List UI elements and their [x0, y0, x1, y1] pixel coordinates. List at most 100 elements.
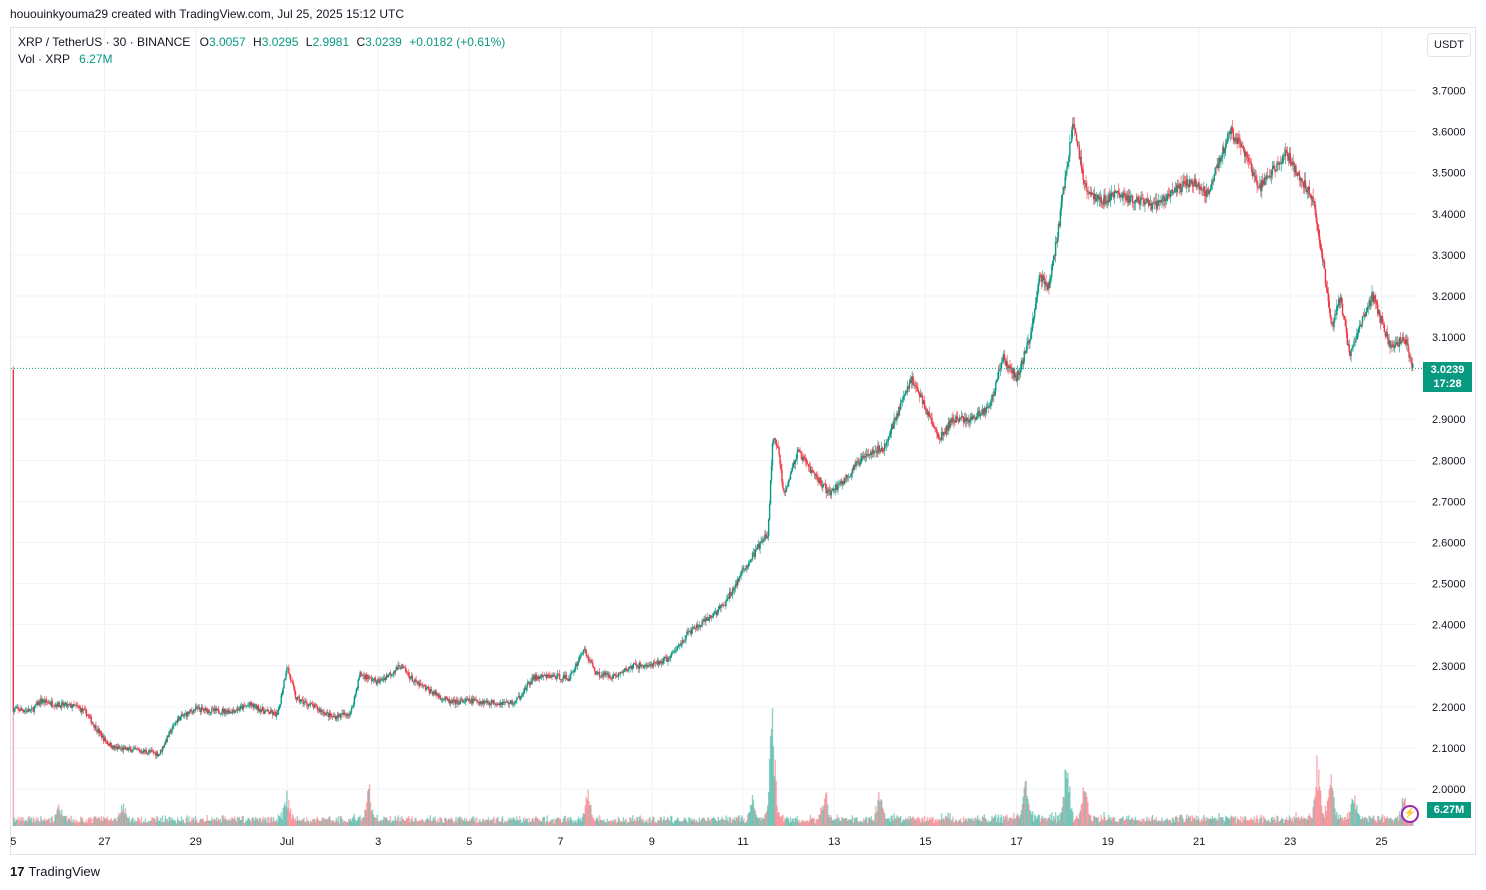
- candle-body: [1042, 275, 1044, 277]
- volume-bar: [1107, 818, 1109, 826]
- volume-bar: [172, 819, 174, 826]
- candle-body: [205, 707, 207, 709]
- volume-bar: [792, 818, 795, 826]
- candle-body: [1269, 177, 1272, 178]
- volume-bar: [207, 820, 209, 826]
- candle-body: [1242, 146, 1244, 149]
- volume-bar: [570, 817, 572, 826]
- candle-body: [1258, 187, 1260, 189]
- volume-bar: [664, 820, 666, 826]
- candle-body: [229, 710, 231, 713]
- volume-bar: [1311, 817, 1313, 826]
- volume-bar: [48, 818, 51, 826]
- volume-bar: [305, 821, 307, 826]
- candle-body: [402, 664, 404, 666]
- candle-body: [1357, 332, 1359, 334]
- volume-bar: [1251, 820, 1253, 826]
- bolt-icon[interactable]: ⚡: [1401, 805, 1419, 823]
- volume-bar: [1158, 820, 1160, 826]
- volume-bar: [565, 821, 567, 826]
- volume-bar: [290, 808, 292, 826]
- candle-body: [939, 439, 942, 441]
- candle-body: [328, 713, 330, 718]
- volume-bar: [1182, 818, 1184, 826]
- candle-body: [43, 700, 46, 703]
- currency-button[interactable]: USDT: [1427, 33, 1471, 57]
- volume-bar: [1298, 816, 1300, 826]
- candle-body: [956, 416, 958, 418]
- volume-bar: [506, 819, 509, 826]
- candle-body: [25, 710, 28, 711]
- candle-body: [684, 639, 686, 642]
- volume-bar: [212, 820, 214, 826]
- volume-bar: [176, 823, 178, 826]
- volume-bar: [631, 820, 633, 826]
- volume-bar: [457, 818, 459, 826]
- volume-bar: [1306, 819, 1309, 826]
- volume-bar: [1328, 789, 1330, 826]
- tradingview-brand[interactable]: 17 TradingView: [10, 864, 100, 879]
- volume-bar: [1016, 813, 1019, 826]
- volume-bar: [1377, 816, 1379, 826]
- volume-bar: [951, 819, 953, 826]
- candle-body: [827, 489, 830, 492]
- candle-body: [504, 701, 507, 703]
- volume-bar: [335, 818, 338, 826]
- candle-body: [481, 700, 484, 704]
- volume-bar: [1034, 814, 1036, 826]
- volume-bar: [1287, 820, 1290, 826]
- candle-body: [270, 710, 272, 714]
- candle-body: [1405, 339, 1407, 345]
- volume-bar: [316, 816, 319, 826]
- volume-bar: [80, 818, 83, 826]
- volume-bar: [961, 822, 964, 826]
- volume-bar: [906, 819, 909, 826]
- volume-bar: [80, 816, 82, 826]
- volume-bar: [155, 821, 157, 826]
- candle-body: [950, 420, 952, 423]
- candle-body: [1158, 200, 1160, 203]
- candle-body: [865, 453, 868, 456]
- candle-body: [336, 716, 338, 719]
- candle-body: [1143, 199, 1145, 205]
- candle-body: [1052, 260, 1054, 266]
- volume-bar: [181, 820, 184, 826]
- volume-bar: [1031, 814, 1033, 826]
- volume-bar: [68, 817, 71, 826]
- volume-bar: [436, 822, 438, 826]
- candle-body: [786, 486, 788, 491]
- volume-bar: [883, 813, 886, 826]
- volume-bar: [892, 820, 894, 826]
- candle-body: [1165, 198, 1167, 201]
- candle-body: [619, 671, 622, 674]
- volume-bar: [404, 820, 406, 826]
- volume-bar: [425, 819, 428, 826]
- volume-bar: [292, 816, 295, 826]
- candle-body: [906, 386, 909, 393]
- volume-bar: [55, 814, 57, 826]
- candle-body: [233, 710, 235, 711]
- candle-body: [286, 667, 288, 673]
- volume-bar: [347, 822, 349, 826]
- volume-bar: [197, 822, 200, 826]
- volume-bar: [724, 819, 726, 826]
- candle-body: [251, 704, 253, 707]
- candle-body: [262, 707, 264, 712]
- candle-body: [1350, 349, 1352, 356]
- candle-body: [159, 749, 162, 754]
- candle-body: [875, 450, 877, 452]
- candle-body: [39, 701, 41, 704]
- volume-bar: [315, 818, 318, 826]
- candle-body: [79, 707, 81, 708]
- candle-body: [1216, 164, 1218, 168]
- volume-bar: [242, 816, 244, 826]
- candle-body: [808, 466, 811, 468]
- volume-bar: [1036, 816, 1039, 826]
- candle-body: [817, 477, 819, 481]
- candle-body: [99, 731, 101, 734]
- volume-bar: [709, 819, 712, 826]
- candle-body: [1026, 342, 1028, 351]
- candle-body: [1153, 203, 1156, 204]
- candle-body: [572, 671, 574, 673]
